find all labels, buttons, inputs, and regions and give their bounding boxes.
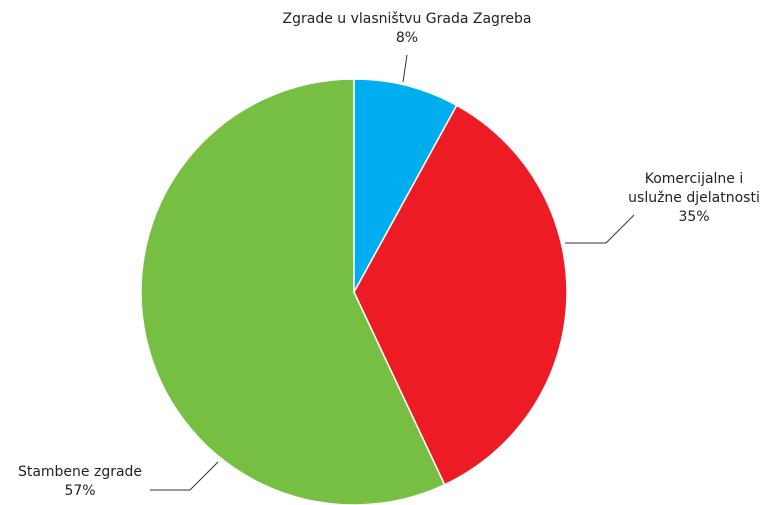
slice-label: Stambene zgrade 57%	[0, 463, 160, 501]
value-label: 8%	[395, 30, 419, 46]
category-label: Komercijalne i uslužne djelatnosti	[628, 171, 760, 206]
slice-label: Zgrade u vlasništvu Grada Zagreba 8%	[247, 10, 567, 48]
leader-line	[150, 461, 219, 491]
leader-line	[565, 214, 635, 244]
value-label: 35%	[678, 209, 710, 225]
category-label: Stambene zgrade	[17, 464, 143, 480]
value-label: 57%	[64, 483, 96, 499]
leader-line	[402, 54, 408, 83]
category-label: Zgrade u vlasništvu Grada Zagreba	[282, 11, 532, 27]
pie-slice	[353, 78, 458, 293]
pie-slice	[140, 78, 446, 505]
slice-label: Komercijalne i uslužne djelatnosti 35%	[619, 170, 768, 227]
pie-slice	[353, 104, 568, 486]
